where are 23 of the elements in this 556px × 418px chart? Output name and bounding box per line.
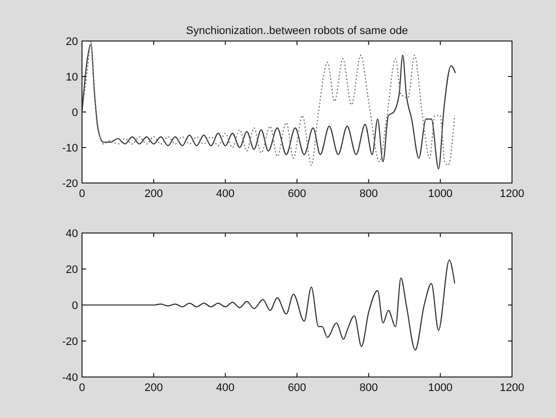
y-tick-label: -20 — [62, 336, 78, 348]
y-tick-label: -40 — [62, 372, 78, 384]
x-tick-label: 1200 — [500, 188, 524, 200]
y-tick-label: -10 — [62, 142, 78, 154]
x-tick-label: 200 — [144, 382, 163, 394]
y-tick-label: 0 — [72, 106, 78, 119]
x-tick-label: 1000 — [428, 382, 453, 394]
x-tick-label: 400 — [216, 382, 235, 394]
x-tick-label: 600 — [288, 188, 306, 200]
x-tick-label: 1000 — [428, 188, 453, 200]
x-tick-label: 800 — [359, 188, 378, 200]
x-tick-label: 800 — [359, 382, 378, 394]
y-tick-label: 20 — [66, 36, 78, 48]
x-tick-label: 200 — [144, 188, 163, 200]
x-tick-label: 600 — [288, 382, 306, 394]
x-tick-label: 400 — [216, 188, 235, 200]
x-tick-label: 1200 — [500, 382, 524, 394]
y-tick-label: 0 — [72, 300, 78, 312]
y-tick-label: 10 — [66, 71, 78, 84]
y-tick-label: -20 — [62, 178, 78, 190]
y-tick-label: 40 — [66, 228, 78, 240]
y-tick-label: 20 — [66, 264, 78, 276]
chart-title: Synchionization..between robots of same ode — [186, 25, 408, 37]
